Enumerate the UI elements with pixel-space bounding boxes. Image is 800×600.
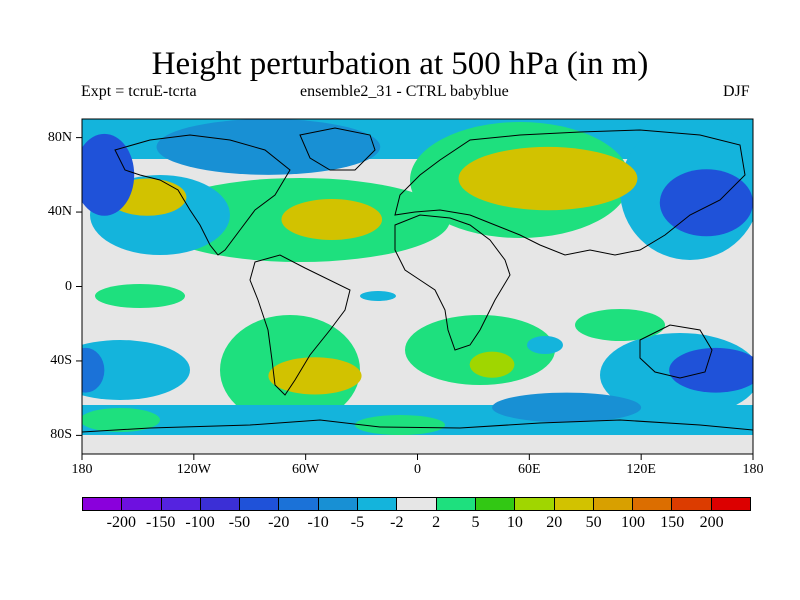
field-australia-negative xyxy=(669,347,753,393)
colorbar-cell xyxy=(633,498,673,510)
lon-label: 60E xyxy=(518,462,541,477)
indian-ocean-green-region xyxy=(575,309,665,341)
colorbar-label: 50 xyxy=(585,514,602,531)
colorbar-label: -150 xyxy=(146,514,176,531)
lon-label: 0 xyxy=(414,462,421,477)
colorbar-cell xyxy=(358,498,398,510)
colorbar-cell xyxy=(475,498,516,510)
south-indian-green-region xyxy=(405,315,555,385)
colorbar-cell xyxy=(83,498,123,510)
colorbar-label: 20 xyxy=(546,514,563,531)
colorbar-cell xyxy=(554,498,594,510)
colorbar-cell xyxy=(672,498,712,510)
colorbar-cell xyxy=(200,498,241,510)
coast-antarctica xyxy=(82,419,753,433)
field-south-america-positive xyxy=(268,357,362,395)
colorbar-label: -200 xyxy=(106,514,136,531)
tick-marks xyxy=(76,137,754,460)
field-west-pacific-negative xyxy=(659,169,753,237)
colorbar-label: 150 xyxy=(660,514,685,531)
field-north-atlantic-positive xyxy=(281,199,383,240)
tropical-pacific-green-region xyxy=(95,284,185,308)
indian-cyan-spot xyxy=(527,336,563,354)
colorbar-label: -100 xyxy=(185,514,215,531)
colorbar-cell xyxy=(515,498,555,510)
field-north-pacific-negative xyxy=(82,133,135,216)
lon-label: 60W xyxy=(292,462,320,477)
colorbar-label: -2 xyxy=(390,514,404,531)
colorbar-cell xyxy=(122,498,162,510)
colorbar-cell xyxy=(240,498,280,510)
coastlines xyxy=(82,127,753,433)
lon-label: 180 xyxy=(742,462,764,477)
colorbar-cell xyxy=(711,498,751,510)
colorbar-label: 100 xyxy=(620,514,645,531)
atlantic-cyan-spot xyxy=(360,291,396,301)
colorbar-label: -20 xyxy=(268,514,290,531)
field-south-indian-positive xyxy=(469,351,515,378)
colorbar xyxy=(82,497,751,511)
coast-greenland xyxy=(299,127,376,171)
lon-label: 120W xyxy=(176,462,211,477)
colorbar-cell xyxy=(397,498,437,510)
season-label: DJF xyxy=(723,83,750,100)
coast-africa xyxy=(394,214,511,351)
colorbar-cell xyxy=(279,498,319,510)
colorbar-cell xyxy=(436,498,476,510)
colorbar-label: 200 xyxy=(699,514,724,531)
coast-south-america xyxy=(249,254,351,396)
experiment-label: Expt = tcruE-tcrta xyxy=(81,83,197,100)
coast-north-america xyxy=(114,134,291,256)
south-pacific-cyan-region xyxy=(82,340,190,400)
field-layer xyxy=(82,119,753,423)
lat-label: 40S xyxy=(50,352,72,368)
colorbar-label: -10 xyxy=(307,514,329,531)
plot-title: Height perturbation at 500 hPa (in m) xyxy=(151,46,649,82)
field-south-pacific-negative xyxy=(82,347,105,393)
colorbar-label: 10 xyxy=(506,514,523,531)
colorbar-cell xyxy=(161,498,201,510)
lat-label: 0 xyxy=(65,278,72,294)
colorbar-label: -50 xyxy=(228,514,251,531)
lat-label: 80S xyxy=(50,427,72,443)
field-southern-ocean-negative xyxy=(492,392,642,423)
field-arctic-negative xyxy=(156,119,381,175)
coast-australia xyxy=(639,324,713,379)
ensemble-label: ensemble2_31 - CTRL babyblue xyxy=(300,83,509,100)
lon-label: 120E xyxy=(626,462,656,477)
lon-label: 180 xyxy=(71,462,93,477)
southern-green-spot-west xyxy=(82,408,160,432)
lat-label: 80N xyxy=(47,129,72,145)
colorbar-label: 5 xyxy=(471,514,480,531)
colorbar-cell xyxy=(318,498,359,510)
colorbar-cell xyxy=(593,498,634,510)
colorbar-label: 2 xyxy=(432,514,441,531)
southern-green-spot-center xyxy=(355,415,445,435)
coast-eurasia xyxy=(394,129,746,256)
lat-label: 40N xyxy=(47,204,72,220)
field-eurasia-positive xyxy=(458,146,638,211)
colorbar-label: -5 xyxy=(350,514,365,531)
